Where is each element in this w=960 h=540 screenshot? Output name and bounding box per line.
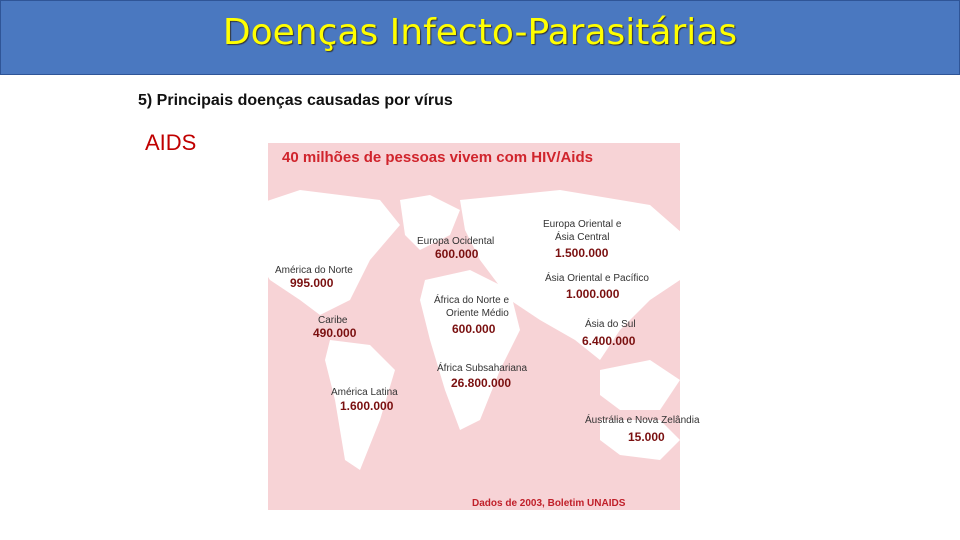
region-value: 1.000.000 [566, 287, 620, 301]
region-value: 1.600.000 [340, 399, 394, 413]
topic: AIDS [145, 130, 197, 155]
subtitle: 5) Principais doenças causadas por vírus [138, 92, 453, 109]
region-name: Oriente Médio [446, 308, 509, 319]
region-name: Europa Oriental e [543, 219, 622, 230]
map-title: 40 milhões de pessoas vivem com HIV/Aids [282, 149, 593, 166]
region-name: Áustrália e Nova Zelândia [585, 413, 700, 426]
continents [240, 190, 690, 470]
region-value: 600.000 [452, 322, 496, 336]
region-value: 490.000 [313, 326, 357, 340]
region-name: Ásia do Sul [585, 317, 636, 330]
region-value: 600.000 [435, 247, 479, 261]
region-value: 26.800.000 [451, 376, 511, 390]
region-value: 6.400.000 [582, 334, 636, 348]
map-source: Dados de 2003, Boletim UNAIDS [472, 498, 626, 509]
region-name: América Latina [331, 387, 398, 398]
region-value: 1.500.000 [555, 246, 609, 260]
slide-title: Doenças Infecto-Parasitárias [222, 12, 738, 53]
region-name: Caribe [318, 315, 348, 326]
region-name: Europa Ocidental [417, 236, 494, 247]
title-bar [0, 0, 960, 75]
region-name: Ásia Central [555, 230, 609, 243]
region-name: África do Norte e [434, 293, 509, 306]
region-name: América do Norte [275, 265, 353, 276]
region-value: 995.000 [290, 276, 334, 290]
region-name: África Subsahariana [437, 361, 527, 374]
region-name: Ásia Oriental e Pacífico [545, 271, 649, 284]
region-value: 15.000 [628, 430, 665, 444]
